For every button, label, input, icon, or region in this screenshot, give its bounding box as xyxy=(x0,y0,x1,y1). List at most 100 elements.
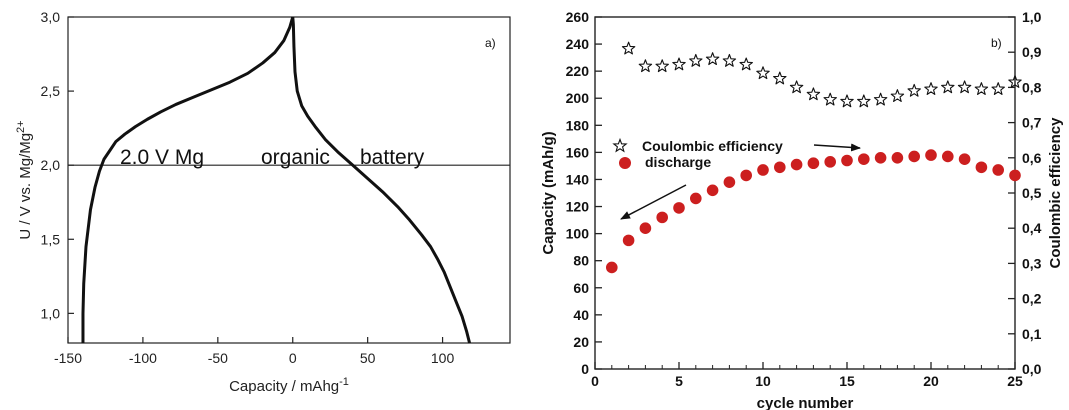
discharge-point xyxy=(858,153,870,165)
efficiency-point xyxy=(638,59,653,73)
charge-curve xyxy=(81,16,295,343)
left-y-tick-label: 200 xyxy=(566,90,590,106)
discharge-point xyxy=(874,152,887,164)
efficiency-point xyxy=(806,87,821,101)
panel-a-frame xyxy=(67,16,511,344)
annotation-2v-mg: 2.0 V Mg xyxy=(120,146,204,169)
y-axis-label-main: U / V vs. Mg/Mg xyxy=(17,133,34,240)
efficiency-point xyxy=(873,92,888,106)
discharge-point xyxy=(942,150,954,163)
legend-discharge-marker xyxy=(619,157,631,169)
panel-b-right-y-ticks: 0,0 0,1 0,2 0,3 0,4 0,5 0,6 0,7 0,8 0,9 1,0 xyxy=(1008,9,1042,377)
efficiency-point xyxy=(1008,75,1022,88)
x-tick-label: -50 xyxy=(208,350,228,366)
discharge-point xyxy=(639,222,652,234)
efficiency-point xyxy=(705,52,720,66)
discharge-point xyxy=(908,150,920,163)
left-y-tick-label: 100 xyxy=(566,226,590,242)
panel-a-curves xyxy=(81,16,472,344)
right-y-tick-label: 0,5 xyxy=(1022,185,1042,201)
right-y-tick-label: 0,2 xyxy=(1022,291,1042,307)
arrow-discharge xyxy=(620,184,687,220)
right-y-tick-label: 1,0 xyxy=(1022,9,1042,25)
legend-discharge: discharge xyxy=(619,154,711,220)
left-y-tick-label: 260 xyxy=(566,9,590,25)
x-tick-label: -100 xyxy=(129,350,157,366)
panel-a-x-axis-label: Capacity / mAhg-1 xyxy=(229,376,349,395)
efficiency-point xyxy=(890,89,905,103)
panel-b-left-y-axis-label: Capacity (mAh/g) xyxy=(540,131,557,254)
discharge-point xyxy=(774,161,786,174)
legend-efficiency: Coulombic efficiency xyxy=(612,137,861,154)
discharge-point xyxy=(975,161,988,174)
left-y-tick-label: 0 xyxy=(581,361,589,377)
efficiency-point xyxy=(756,66,770,80)
efficiency-point xyxy=(840,94,854,108)
efficiency-point xyxy=(907,83,921,97)
panel-a-x-ticks: -150 -100 -50 0 50 100 xyxy=(54,337,454,366)
x-tick-label: 50 xyxy=(360,350,376,366)
x-tick-label: 20 xyxy=(923,373,939,389)
discharge-point xyxy=(1009,169,1021,182)
right-y-tick-label: 0,7 xyxy=(1022,115,1042,131)
x-tick-label: 100 xyxy=(431,350,455,366)
efficiency-point xyxy=(789,80,804,94)
discharge-point xyxy=(824,156,836,168)
star-icon xyxy=(612,137,628,153)
right-y-tick-label: 0,6 xyxy=(1022,150,1042,166)
panel-b-right-y-axis-label: Coulombic efficiency xyxy=(1047,117,1064,269)
arrow-efficiency xyxy=(813,143,861,152)
panel-b-left-y-ticks: 0 20 40 60 80 100 120 140 160 180 200 220 240 260 xyxy=(566,9,602,377)
efficiency-point xyxy=(655,59,669,73)
right-y-tick-label: 0,8 xyxy=(1022,79,1042,95)
legend-efficiency-label: Coulombic efficiency xyxy=(642,138,783,154)
discharge-point xyxy=(757,164,769,176)
discharge-curve xyxy=(291,16,472,344)
panel-b-x-ticks: 0 5 10 15 20 25 xyxy=(591,362,1023,389)
x-tick-label: 5 xyxy=(675,373,683,389)
x-axis-label-main: Capacity / mAhg xyxy=(229,378,339,395)
discharge-point xyxy=(723,176,736,188)
y-tick-label: 2,0 xyxy=(41,157,61,173)
x-tick-label: 10 xyxy=(755,373,771,389)
y-axis-label-superscript: 2+ xyxy=(15,120,27,133)
panel-a-label: a) xyxy=(485,36,496,50)
discharge-point xyxy=(622,234,635,247)
discharge-point xyxy=(656,211,668,224)
legend-discharge-label: discharge xyxy=(645,154,711,170)
right-y-tick-label: 0,0 xyxy=(1022,361,1042,377)
x-tick-label: 25 xyxy=(1007,373,1023,389)
efficiency-point xyxy=(924,82,938,95)
efficiency-point xyxy=(722,53,737,67)
x-axis-label-superscript: -1 xyxy=(339,376,349,388)
discharge-point xyxy=(992,164,1004,176)
discharge-point xyxy=(807,157,820,170)
discharge-point xyxy=(841,154,853,167)
discharge-point xyxy=(706,184,719,197)
efficiency-point xyxy=(739,57,753,71)
left-y-tick-label: 240 xyxy=(566,36,590,52)
efficiency-point xyxy=(773,71,787,85)
right-y-tick-label: 0,9 xyxy=(1022,44,1042,60)
panel-a-voltage-profile: -150 -100 -50 0 50 100 1,0 1,5 2,0 2,5 3,0 2.0 V … xyxy=(15,9,511,395)
left-y-tick-label: 40 xyxy=(573,307,589,323)
discharge-point xyxy=(690,192,702,205)
left-y-tick-label: 120 xyxy=(566,199,590,215)
left-y-tick-label: 60 xyxy=(573,280,589,296)
legend-efficiency-marker xyxy=(612,137,628,153)
discharge-point xyxy=(740,169,752,182)
left-y-tick-label: 140 xyxy=(566,171,590,187)
x-tick-label: -150 xyxy=(54,350,82,366)
discharge-point xyxy=(958,153,971,165)
annotation-battery: battery xyxy=(360,146,425,169)
x-tick-label: 0 xyxy=(289,350,297,366)
discharge-point xyxy=(673,202,685,214)
efficiency-point xyxy=(957,80,972,94)
left-y-tick-label: 160 xyxy=(566,144,590,160)
left-y-tick-label: 20 xyxy=(573,334,589,350)
discharge-point xyxy=(606,261,618,274)
panel-b-frame xyxy=(594,16,1016,370)
right-y-tick-label: 0,3 xyxy=(1022,255,1042,271)
y-tick-label: 2,5 xyxy=(41,83,61,99)
